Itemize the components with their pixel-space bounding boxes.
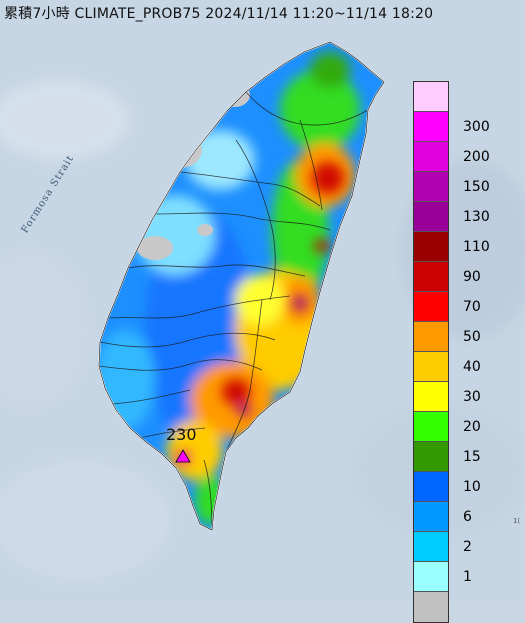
legend-label: 90 [463, 269, 481, 285]
legend-label: 15 [463, 449, 481, 465]
legend-swatch [414, 82, 448, 112]
legend-swatch [414, 142, 448, 172]
rainfall-map: 累積7小時 CLIMATE_PROB75 2024/11/14 11:20~11… [0, 6, 525, 623]
legend-label: 40 [463, 359, 481, 375]
legend-label: 30 [463, 389, 481, 405]
legend-swatch [414, 112, 448, 142]
legend-label: 10 [463, 479, 481, 495]
legend-swatch [414, 352, 448, 382]
legend-label: 20 [463, 419, 481, 435]
corner-label: 1( [513, 517, 521, 525]
boundary-lines [98, 91, 369, 531]
legend-label: 150 [463, 179, 490, 195]
legend-label: 300 [463, 119, 490, 135]
legend-swatch [414, 262, 448, 292]
legend-label: 200 [463, 149, 490, 165]
color-legend [413, 81, 449, 623]
legend-swatch [414, 292, 448, 322]
legend-swatch [414, 532, 448, 562]
legend-label: 70 [463, 299, 481, 315]
legend-label: 2 [463, 539, 472, 555]
legend-swatch [414, 322, 448, 352]
legend-swatch [414, 592, 448, 622]
legend-label: 110 [463, 239, 490, 255]
legend-swatch [414, 232, 448, 262]
taiwan-coastline-inner [98, 41, 385, 531]
map-title: 累積7小時 CLIMATE_PROB75 2024/11/14 11:20~11… [4, 6, 434, 22]
legend-label: 6 [463, 509, 472, 525]
legend-swatch [414, 412, 448, 442]
legend-swatch [414, 562, 448, 592]
legend-swatch [414, 502, 448, 532]
legend-swatch [414, 382, 448, 412]
legend-swatch [414, 442, 448, 472]
legend-swatch [414, 202, 448, 232]
legend-swatch [414, 172, 448, 202]
peak-marker [175, 449, 191, 463]
peak-value-label: 230 [166, 425, 197, 444]
legend-label: 50 [463, 329, 481, 345]
legend-label: 130 [463, 209, 490, 225]
legend-swatch [414, 472, 448, 502]
legend-label: 1 [463, 569, 472, 585]
